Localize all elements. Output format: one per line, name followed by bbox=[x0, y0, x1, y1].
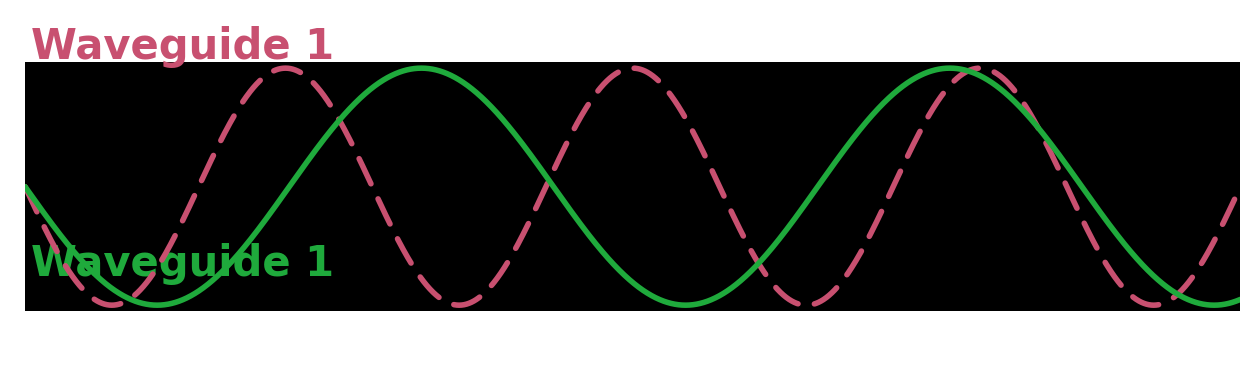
Bar bbox=[25, 62, 1240, 311]
Text: Waveguide 1: Waveguide 1 bbox=[31, 243, 335, 285]
Text: Waveguide 1: Waveguide 1 bbox=[31, 26, 335, 68]
